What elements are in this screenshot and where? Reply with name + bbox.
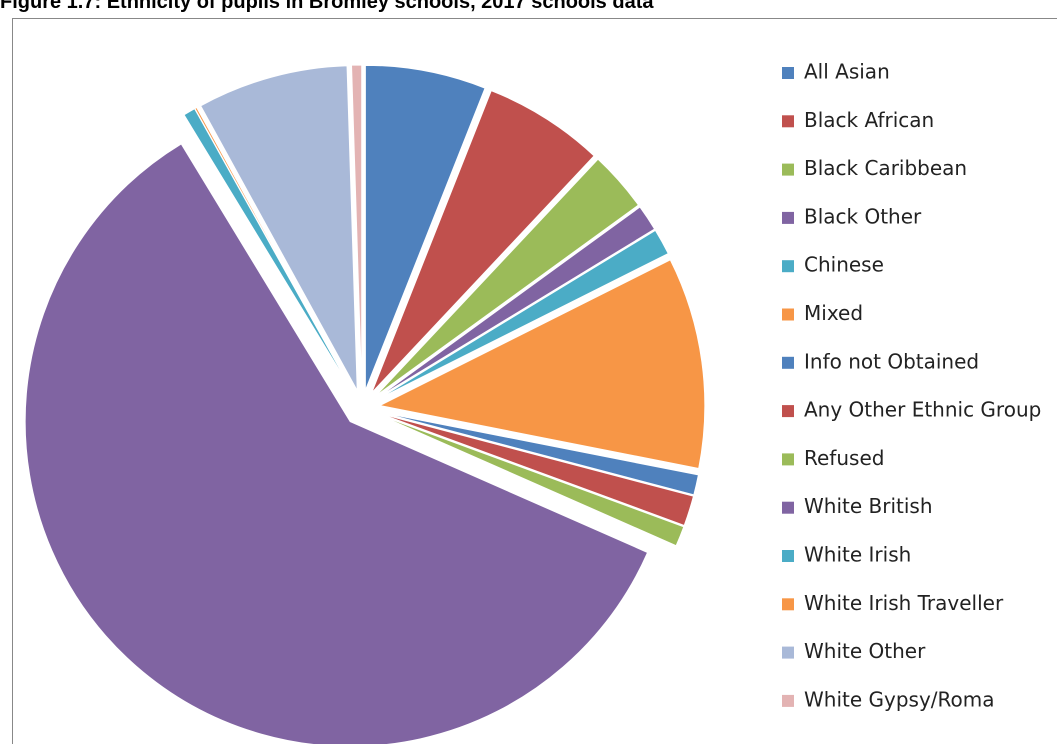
legend-swatch: [782, 211, 794, 224]
pie-slice: [194, 106, 354, 393]
pie-slice: [377, 229, 669, 400]
legend-swatch: [782, 550, 794, 562]
legend-label: White Irish: [804, 543, 911, 567]
legend-label: Black Caribbean: [804, 156, 967, 180]
legend-swatch: [782, 308, 794, 321]
legend-label: All Asian: [804, 60, 890, 84]
pie-slice: [378, 412, 695, 527]
pie-slice: [200, 65, 358, 391]
pie-slice: [350, 64, 363, 391]
legend-label: Any Other Ethnic Group: [804, 398, 1041, 422]
pie-slice: [364, 64, 486, 391]
legend-swatch: [782, 598, 794, 611]
legend-label: White Irish Traveller: [804, 591, 1004, 615]
legend-label: Black Other: [804, 204, 922, 228]
legend-label: Mixed: [804, 301, 863, 325]
pie-slice: [371, 89, 595, 394]
legend-swatch: [782, 260, 794, 273]
chart-title: Figure 1.7: Ethnicity of pupils in Broml…: [0, 0, 654, 13]
legend-label: Info not Obtained: [804, 349, 979, 373]
legend-label: White British: [804, 494, 933, 518]
pie-slice: [379, 411, 699, 496]
legend-label: Refused: [804, 446, 884, 470]
pie-slice: [378, 259, 706, 470]
legend-label: White Other: [804, 639, 926, 663]
legend-swatch: [782, 501, 794, 514]
legend-swatch: [782, 115, 794, 128]
pie-slice: [376, 206, 656, 399]
legend-swatch: [782, 356, 794, 369]
legend-swatch: [782, 694, 794, 707]
legend-label: White Gypsy/Roma: [804, 687, 995, 711]
pie-slice: [375, 158, 640, 397]
legend-swatch: [782, 646, 794, 659]
legend-label: Chinese: [804, 253, 884, 277]
legend-swatch: [782, 405, 794, 418]
pie-slice: [24, 143, 649, 744]
legend-swatch: [782, 67, 794, 79]
legend-swatch: [782, 163, 794, 176]
pie-slice: [378, 414, 685, 547]
legend-swatch: [782, 453, 794, 466]
legend-label: Black African: [804, 108, 934, 132]
